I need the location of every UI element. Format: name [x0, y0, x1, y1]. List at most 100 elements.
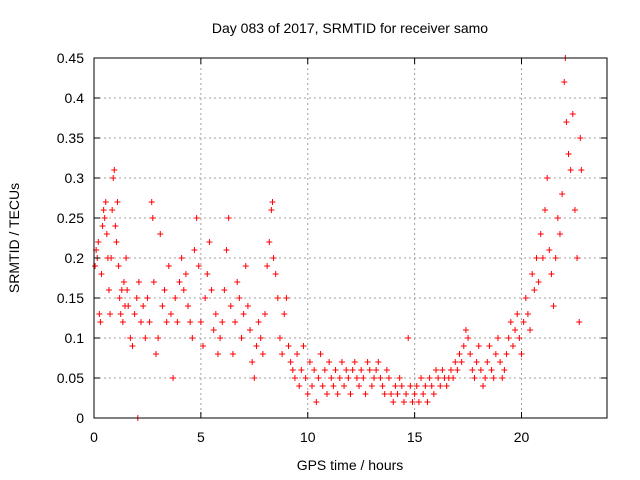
data-point: [204, 271, 211, 277]
data-point: [298, 367, 305, 373]
data-point: [221, 287, 228, 293]
data-point: [437, 383, 444, 389]
data-point: [120, 279, 127, 285]
data-point: [358, 367, 365, 373]
data-point: [138, 319, 145, 325]
data-point: [163, 319, 170, 325]
data-point: [323, 391, 330, 397]
data-point: [490, 375, 497, 381]
x-tick-label: 5: [197, 429, 205, 445]
data-point: [334, 391, 341, 397]
data-point: [465, 335, 472, 341]
data-point: [574, 255, 581, 261]
data-point: [531, 287, 538, 293]
data-point: [317, 351, 324, 357]
data-point: [426, 375, 433, 381]
data-point: [552, 255, 559, 261]
data-point: [103, 231, 110, 237]
data-point: [214, 351, 221, 357]
data-point: [281, 311, 288, 317]
data-point: [527, 327, 534, 333]
data-point: [117, 311, 124, 317]
data-point: [565, 151, 572, 157]
data-point: [247, 327, 254, 333]
data-point: [542, 207, 549, 213]
data-point: [407, 383, 414, 389]
y-axis: 0 0.05 0.1 0.15 0.2 0.25 0.3 0.35 0.4 0.45: [57, 50, 607, 426]
data-point: [111, 167, 118, 173]
data-point: [249, 359, 256, 365]
data-point: [546, 247, 553, 253]
data-point: [180, 287, 187, 293]
data-point: [512, 327, 519, 333]
data-point: [326, 359, 333, 365]
data-point: [328, 375, 335, 381]
data-point: [116, 295, 123, 301]
data-point: [238, 335, 245, 341]
data-point: [469, 367, 476, 373]
data-point: [514, 311, 521, 317]
data-point: [165, 263, 172, 269]
data-point: [276, 335, 283, 341]
data-point: [336, 375, 343, 381]
data-point: [578, 167, 585, 173]
data-point: [107, 311, 114, 317]
data-point: [362, 391, 369, 397]
x-tick-label: 10: [300, 429, 316, 445]
data-point: [253, 343, 260, 349]
data-point: [150, 279, 157, 285]
data-point: [569, 111, 576, 117]
data-point: [294, 351, 301, 357]
data-point: [467, 351, 474, 357]
data-point: [411, 391, 418, 397]
data-point: [109, 207, 116, 213]
data-point: [124, 287, 131, 293]
y-axis-title: SRMTID / TECUs: [6, 183, 22, 293]
data-point: [185, 303, 192, 309]
data-point: [296, 383, 303, 389]
data-point: [304, 391, 311, 397]
data-point: [129, 343, 136, 349]
data-point: [112, 223, 119, 229]
data-point: [236, 295, 243, 301]
data-point: [270, 255, 277, 261]
data-point: [229, 351, 236, 357]
data-point: [347, 391, 354, 397]
data-point: [264, 263, 271, 269]
x-tick-label: 20: [514, 429, 530, 445]
data-point: [135, 279, 142, 285]
data-point: [272, 271, 279, 277]
data-point: [142, 335, 149, 341]
data-point: [345, 375, 352, 381]
data-point: [537, 231, 544, 237]
data-point: [388, 391, 395, 397]
data-point: [418, 375, 425, 381]
data-point: [131, 311, 138, 317]
data-point: [210, 327, 217, 333]
y-tick-label: 0.05: [57, 370, 84, 386]
x-axis: 0 5 10 15 20: [90, 58, 529, 445]
data-point: [140, 303, 147, 309]
data-point: [422, 383, 429, 389]
data-point: [403, 391, 410, 397]
data-point: [274, 295, 281, 301]
data-point: [202, 295, 209, 301]
data-point: [195, 263, 202, 269]
data-point: [509, 343, 516, 349]
data-point: [561, 79, 568, 85]
data-point: [330, 383, 337, 389]
data-point: [193, 215, 200, 221]
data-point: [383, 367, 390, 373]
data-point: [144, 295, 151, 301]
data-point: [480, 383, 487, 389]
data-point: [556, 231, 563, 237]
data-point: [364, 359, 371, 365]
data-point: [539, 255, 546, 261]
data-point: [101, 215, 108, 221]
data-point: [197, 319, 204, 325]
data-point: [157, 231, 164, 237]
data-point: [300, 343, 307, 349]
data-point: [255, 319, 262, 325]
data-point: [516, 335, 523, 341]
